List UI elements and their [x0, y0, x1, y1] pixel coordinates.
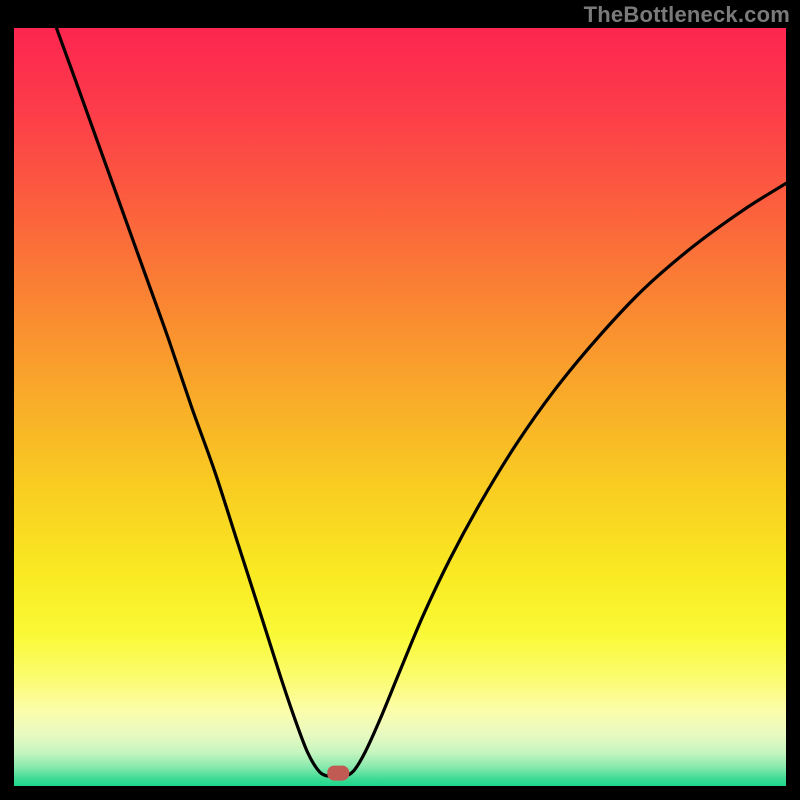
watermark-text: TheBottleneck.com	[584, 2, 790, 28]
chart-container: { "watermark": { "text": "TheBottleneck.…	[0, 0, 800, 800]
optimal-marker	[327, 766, 349, 781]
bottleneck-chart	[0, 0, 800, 800]
